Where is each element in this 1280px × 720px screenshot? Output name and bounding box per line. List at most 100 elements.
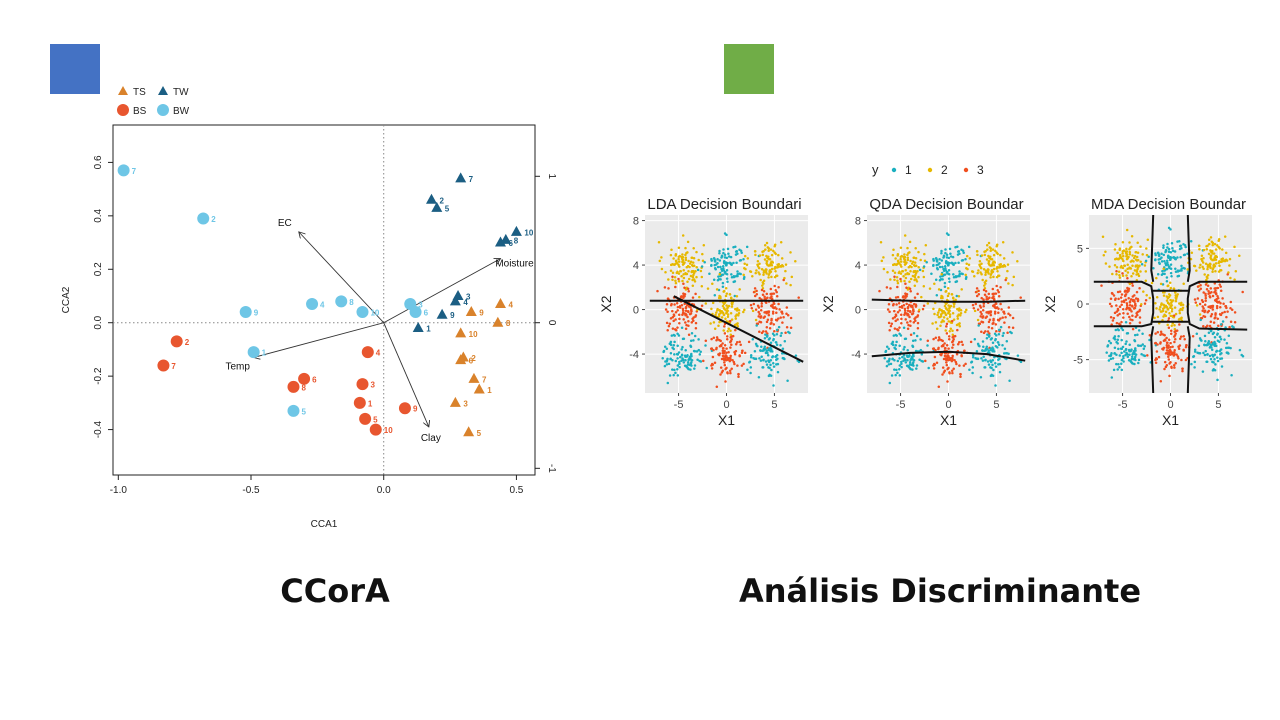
point-class-2 xyxy=(990,257,994,261)
point-class-1 xyxy=(1107,339,1111,343)
point-class-2 xyxy=(968,257,972,260)
point-class-3 xyxy=(677,313,681,316)
point-class-3 xyxy=(1164,339,1167,342)
point-class-3 xyxy=(932,364,935,367)
point-class-3 xyxy=(674,318,677,321)
point-label: 7 xyxy=(171,362,176,371)
point-class-3 xyxy=(1214,312,1217,315)
point-class-3 xyxy=(1122,300,1126,304)
point-class-2 xyxy=(1217,261,1220,265)
point-class-2 xyxy=(686,264,690,268)
point-class-3 xyxy=(931,347,935,351)
point-label: 7 xyxy=(482,375,487,384)
point-class-2 xyxy=(891,269,895,273)
y-axis-label: X2 xyxy=(820,295,836,312)
point-class-2 xyxy=(1121,266,1125,270)
point-class-3 xyxy=(932,337,935,341)
point-class-1 xyxy=(682,361,686,364)
point-class-3 xyxy=(740,351,744,354)
point-class-3 xyxy=(1124,294,1127,297)
point-class-3 xyxy=(957,340,961,344)
point-class-2 xyxy=(673,275,677,279)
point-class-2 xyxy=(981,278,984,282)
point-class-3 xyxy=(895,303,898,306)
y-tick-label: -0.2 xyxy=(93,367,104,385)
point-class-2 xyxy=(902,275,905,278)
point-class-2 xyxy=(950,293,954,296)
point-class-1 xyxy=(671,359,674,362)
point-class-3 xyxy=(941,366,945,369)
point-class-3 xyxy=(905,286,908,289)
point-class-1 xyxy=(745,245,749,249)
point-class-3 xyxy=(671,275,674,279)
point-class-1 xyxy=(1118,366,1121,369)
point-class-2 xyxy=(1204,262,1208,265)
point-class-2 xyxy=(1202,256,1205,260)
point-class-2 xyxy=(1178,317,1182,321)
point-class-2 xyxy=(774,269,777,273)
point-label: 5 xyxy=(301,407,306,416)
point-class-1 xyxy=(1140,263,1144,266)
point-class-2 xyxy=(1179,303,1183,307)
point-class-3 xyxy=(1123,290,1127,293)
point-class-2 xyxy=(1143,264,1147,267)
point-class-3 xyxy=(909,289,912,293)
point-class-2 xyxy=(937,288,941,291)
point-class-2 xyxy=(1139,245,1142,248)
point-class-2 xyxy=(1125,228,1129,232)
point-class-2 xyxy=(1206,267,1209,271)
point-class-2 xyxy=(951,296,955,300)
point-bs xyxy=(369,423,382,436)
y-tick-label: 0.0 xyxy=(93,315,104,329)
point-class-2 xyxy=(1178,311,1182,315)
point-class-3 xyxy=(987,326,991,329)
point-class-2 xyxy=(765,272,768,275)
point-class-3 xyxy=(952,337,955,341)
point-class-1 xyxy=(721,285,725,289)
point-class-3 xyxy=(1197,289,1201,292)
point-class-1 xyxy=(1016,354,1020,357)
point-class-3 xyxy=(1228,325,1231,329)
point-class-3 xyxy=(1116,290,1120,294)
point-class-2 xyxy=(700,275,704,279)
point-class-3 xyxy=(710,364,713,367)
point-class-2 xyxy=(1150,281,1154,285)
point-class-3 xyxy=(1138,321,1142,324)
point-class-3 xyxy=(1167,358,1171,361)
point-class-2 xyxy=(717,324,720,328)
point-class-3 xyxy=(743,351,747,355)
point-class-3 xyxy=(1110,305,1113,308)
point-class-2 xyxy=(678,254,682,258)
point-class-1 xyxy=(1125,351,1128,355)
point-class-2 xyxy=(1169,314,1172,318)
point-class-3 xyxy=(1201,305,1204,308)
point-class-2 xyxy=(1125,253,1129,256)
point-class-1 xyxy=(979,375,983,379)
point-class-1 xyxy=(756,344,759,348)
point-class-2 xyxy=(1119,256,1123,259)
point-class-1 xyxy=(997,343,1001,346)
point-class-1 xyxy=(942,255,946,258)
point-class-2 xyxy=(1128,253,1132,256)
point-class-3 xyxy=(786,314,790,317)
point-class-3 xyxy=(1129,298,1133,301)
point-class-1 xyxy=(1216,339,1220,342)
point-class-2 xyxy=(1169,286,1173,290)
point-bs xyxy=(359,412,372,425)
decision-boundary xyxy=(1186,214,1191,282)
point-class-2 xyxy=(1007,282,1010,285)
point-class-3 xyxy=(713,361,717,364)
point-class-2 xyxy=(730,302,734,306)
point-class-3 xyxy=(771,310,775,313)
point-label: 9 xyxy=(450,311,455,320)
point-class-3 xyxy=(1210,312,1214,316)
point-class-3 xyxy=(887,302,891,306)
point-class-1 xyxy=(1169,267,1173,271)
legend-label: 3 xyxy=(977,163,984,177)
point-tw xyxy=(431,201,443,212)
point-class-1 xyxy=(978,344,981,348)
point-class-1 xyxy=(893,368,896,371)
point-class-1 xyxy=(1218,349,1222,352)
point-class-3 xyxy=(907,323,910,327)
point-class-3 xyxy=(780,310,784,313)
